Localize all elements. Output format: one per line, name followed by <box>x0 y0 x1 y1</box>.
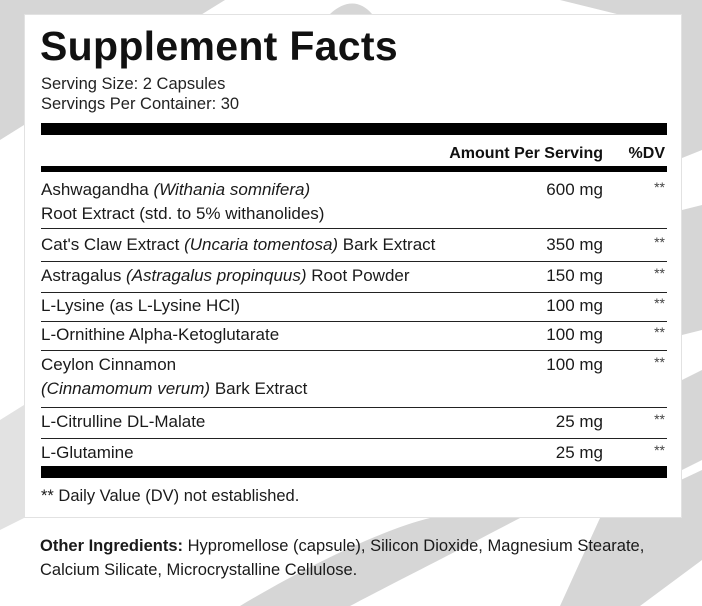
ingredient-row: Ceylon Cinnamon (Cinnamomum verum) Bark E… <box>41 353 667 408</box>
ingredient-row: L-Lysine (as L-Lysine HCl) 100 mg ** <box>41 294 667 322</box>
ingredient-name: Ceylon Cinnamon <box>41 355 177 374</box>
ingredient-latin-name: (Cinnamomum verum) <box>41 379 211 398</box>
ingredient-name: L-Ornithine Alpha-Ketoglutarate <box>41 325 280 344</box>
ingredient-row: Ashwagandha (Withania somnifera) Root Ext… <box>41 178 667 229</box>
ingredient-amount: 25 mg <box>555 412 603 431</box>
thick-divider <box>41 466 667 478</box>
ingredient-detail: Bark Extract <box>210 379 308 398</box>
servings-per-container: Servings Per Container: 30 <box>41 95 240 113</box>
ingredient-dv: ** <box>654 179 665 195</box>
ingredient-amount: 600 mg <box>546 180 603 199</box>
ingredient-dv: ** <box>654 295 665 311</box>
ingredient-latin-name: (Withania somnifera) <box>153 180 311 199</box>
ingredient-name: Astragalus <box>41 266 127 285</box>
ingredient-amount: 350 mg <box>546 235 603 254</box>
ingredient-dv: ** <box>654 442 665 458</box>
dv-footnote: ** Daily Value (DV) not established. <box>41 487 300 505</box>
ingredient-row: L-Ornithine Alpha-Ketoglutarate 100 mg *… <box>41 323 667 351</box>
ingredient-amount: 100 mg <box>546 355 603 374</box>
thick-divider <box>41 123 667 135</box>
header-divider <box>41 166 667 172</box>
serving-size: Serving Size: 2 Capsules <box>41 75 226 93</box>
ingredient-amount: 100 mg <box>546 325 603 344</box>
ingredient-row: Cat's Claw Extract (Uncaria tomentosa) B… <box>41 233 667 262</box>
dv-header: %DV <box>628 145 665 162</box>
ingredient-latin-name: (Uncaria tomentosa) <box>184 235 339 254</box>
ingredient-dv: ** <box>654 265 665 281</box>
amount-per-serving-header: Amount Per Serving <box>449 145 603 162</box>
ingredient-amount: 150 mg <box>546 266 603 285</box>
ingredient-name: L-Glutamine <box>41 443 134 462</box>
ingredient-row: L-Glutamine 25 mg ** <box>41 441 667 465</box>
ingredient-dv: ** <box>654 411 665 427</box>
ingredient-detail: Root Powder <box>306 266 410 285</box>
ingredient-dv: ** <box>654 324 665 340</box>
ingredient-name: Cat's Claw Extract <box>41 235 185 254</box>
ingredient-row: Astragalus (Astragalus propinquus) Root … <box>41 264 667 293</box>
ingredient-name: Ashwagandha <box>41 180 154 199</box>
other-ingredients-label: Other Ingredients: <box>40 537 184 555</box>
other-ingredients-text: Hypromellose (capsule), Silicon Dioxide,… <box>40 537 645 579</box>
ingredient-amount: 25 mg <box>555 443 603 462</box>
panel-title: Supplement Facts <box>40 23 398 69</box>
ingredient-latin-name: (Astragalus propinquus) <box>126 266 307 285</box>
ingredient-name: L-Citrulline DL-Malate <box>41 412 206 431</box>
ingredient-detail: Bark Extract <box>338 235 436 254</box>
ingredient-detail: Root Extract (std. to 5% withanolides) <box>41 204 325 223</box>
ingredient-dv: ** <box>654 354 665 370</box>
ingredient-amount: 100 mg <box>546 296 603 315</box>
ingredient-name: L-Lysine (as L-Lysine HCl) <box>41 296 241 315</box>
other-ingredients: Other Ingredients: Hypromellose (capsule… <box>40 534 680 582</box>
supplement-facts-panel: Supplement Facts Serving Size: 2 Capsule… <box>24 14 682 518</box>
ingredient-dv: ** <box>654 234 665 250</box>
ingredient-row: L-Citrulline DL-Malate 25 mg ** <box>41 410 667 439</box>
